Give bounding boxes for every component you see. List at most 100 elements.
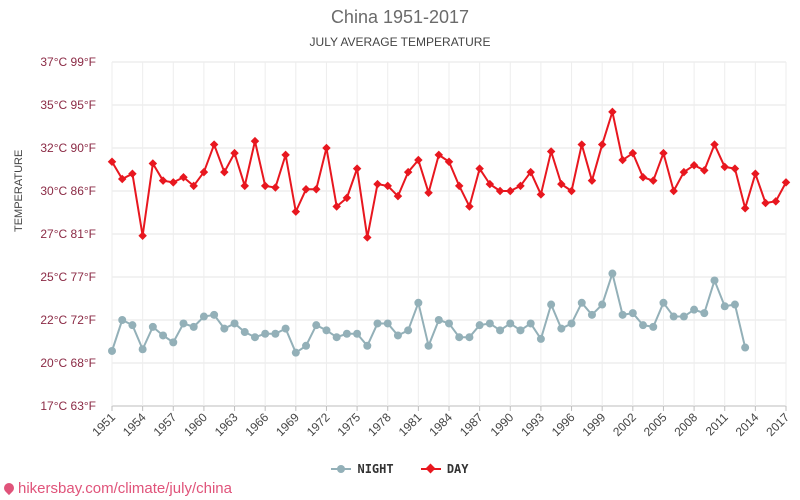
legend-night-label: NIGHT (357, 462, 394, 476)
x-tick-label: 1984 (426, 410, 455, 439)
data-point-night (526, 319, 535, 328)
data-point-night (649, 322, 658, 331)
y-tick-label: 32°C 90°F (40, 141, 96, 155)
data-point-day (761, 198, 770, 208)
data-point-night (496, 326, 505, 335)
data-point-day (587, 176, 597, 185)
data-point-day (730, 164, 740, 173)
data-point-night (261, 329, 270, 338)
y-tick-label: 25°C 77°F (40, 270, 96, 284)
data-point-day (291, 207, 301, 216)
y-tick-label: 22°C 72°F (40, 313, 96, 327)
data-point-night (404, 326, 413, 335)
data-point-night (322, 326, 331, 335)
data-point-night (598, 300, 607, 309)
data-point-day (444, 157, 454, 167)
data-point-night (516, 326, 525, 335)
legend: NIGHT DAY (0, 462, 800, 477)
data-point-day (740, 203, 750, 213)
data-point-night (108, 346, 116, 355)
y-tick-labels: 17°C 63°F 20°C 68°F 22°C 72°F 25°C 77°F 27°C… (40, 55, 96, 413)
y-tick-label: 17°C 63°F (40, 399, 96, 413)
legend-item-day[interactable]: DAY (420, 462, 469, 476)
data-point-day (311, 185, 321, 194)
data-point-day (383, 181, 392, 191)
data-point-day (189, 181, 198, 191)
data-point-night (230, 319, 239, 328)
data-point-day (342, 193, 352, 203)
data-point-night (639, 321, 648, 330)
legend-item-night[interactable]: NIGHT (331, 462, 394, 476)
data-point-day (771, 197, 781, 206)
y-tick-label: 20°C 68°F (40, 356, 96, 370)
x-tick-label: 2014 (733, 410, 762, 439)
x-tick-label: 2011 (703, 410, 731, 438)
data-point-day (138, 231, 147, 240)
data-point-day (301, 185, 311, 194)
data-point-night (240, 328, 249, 337)
data-point-day (230, 148, 239, 158)
data-point-night (434, 316, 443, 324)
source-link-text: hikersbay.com/climate/july/china (18, 480, 232, 497)
data-point-night (679, 312, 688, 321)
data-point-day (454, 181, 464, 191)
source-link[interactable]: hikersbay.com/climate/july/china (1, 480, 232, 497)
data-point-day (393, 191, 403, 201)
x-tick-label: 1972 (304, 410, 333, 439)
data-point-day (638, 172, 648, 182)
data-point-night (730, 300, 739, 309)
data-point-night (659, 298, 668, 307)
x-tick-label: 2002 (610, 410, 639, 439)
data-point-day (781, 178, 791, 187)
data-point-night (302, 341, 311, 350)
data-point-night (128, 321, 137, 330)
data-point-day (179, 172, 188, 182)
data-point-day (128, 169, 137, 179)
data-point-night (475, 321, 484, 330)
data-point-night (445, 319, 453, 328)
y-tick-label: 37°C 99°F (40, 55, 96, 69)
data-point-night (281, 324, 290, 333)
x-tick-label: 1966 (243, 410, 272, 439)
x-tick-label: 2017 (763, 410, 792, 439)
x-tick-label: 1978 (365, 410, 394, 439)
data-point-day (322, 143, 331, 153)
data-point-night (700, 309, 709, 318)
data-point-night (710, 276, 719, 285)
data-point-night (465, 333, 474, 342)
data-point-night (169, 338, 178, 347)
data-point-day (659, 148, 668, 158)
data-point-night (557, 324, 566, 333)
x-tick-label: 2005 (641, 410, 670, 439)
data-point-night (424, 341, 433, 350)
data-point-day (107, 157, 117, 167)
data-point-day (209, 140, 219, 149)
data-point-night (618, 310, 627, 319)
data-point-night (342, 329, 351, 338)
legend-night-marker (331, 464, 352, 474)
data-point-day (495, 186, 505, 196)
data-point-night (383, 319, 392, 328)
data-point-day (352, 164, 362, 173)
x-tick-label: 2008 (671, 410, 700, 439)
data-point-night (271, 329, 280, 338)
data-point-day (424, 188, 433, 197)
data-point-day (199, 167, 209, 177)
data-point-night (608, 269, 617, 278)
data-point-night (363, 341, 372, 350)
data-point-night (312, 321, 321, 330)
data-point-night (690, 305, 699, 314)
data-point-day (485, 179, 495, 189)
legend-day-label: DAY (446, 462, 469, 476)
data-point-day (475, 164, 484, 173)
data-point-night (741, 343, 750, 352)
data-point-day (148, 159, 158, 168)
data-point-day (465, 202, 474, 211)
y-tick-label: 35°C 95°F (40, 98, 96, 112)
legend-day-marker (420, 463, 441, 474)
data-point-day (260, 181, 270, 191)
data-point-night (148, 322, 157, 331)
data-point-day (608, 107, 617, 117)
x-tick-label: 1954 (120, 410, 149, 439)
